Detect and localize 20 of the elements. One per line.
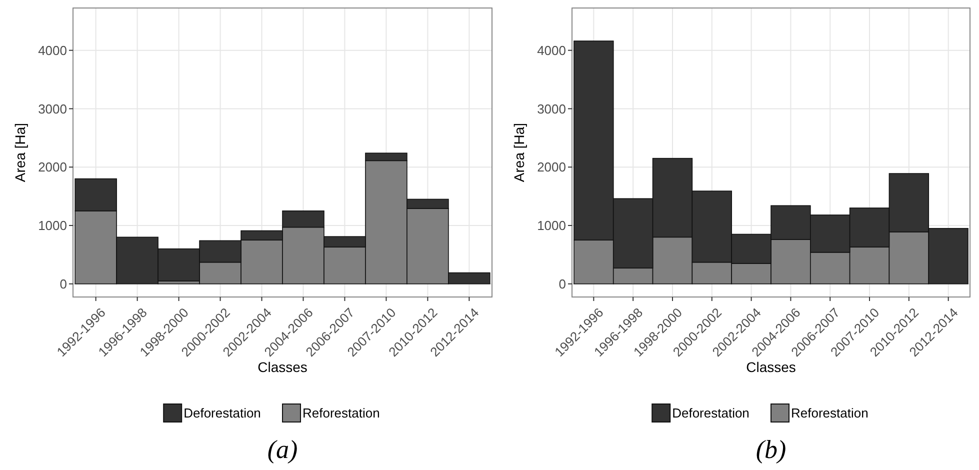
legend-label: Deforestation [184, 406, 261, 421]
legend-label: Reforestation [302, 406, 380, 421]
y-tick-label: 4000 [537, 42, 566, 58]
legend-label: Reforestation [791, 406, 868, 421]
y-tick-label: 2000 [537, 160, 566, 175]
legend-label: Deforestation [672, 406, 750, 421]
y-axis-title: Area [Ha] [511, 122, 527, 182]
x-axis-title: Classes [258, 359, 308, 375]
x-axis-title: Classes [746, 359, 796, 375]
y-tick-label: 2000 [38, 160, 67, 175]
y-tick-label: 3000 [38, 101, 67, 116]
y-axis-title: Area [Ha] [12, 122, 28, 182]
y-tick-label: 1000 [537, 218, 566, 234]
y-tick-label: 0 [60, 276, 67, 292]
text: (a) [267, 435, 298, 464]
y-tick-label: 0 [558, 276, 566, 292]
y-tick-label: 4000 [38, 42, 67, 58]
text: (b) [756, 435, 786, 464]
y-tick-label: 1000 [38, 218, 67, 234]
y-tick-label: 3000 [537, 101, 566, 116]
